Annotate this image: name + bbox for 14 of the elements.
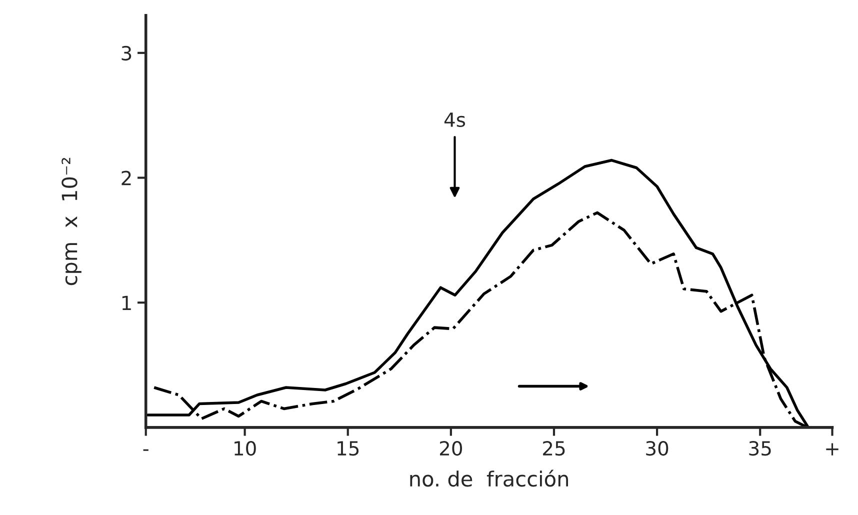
y-axis-title: cpm x 10⁻² (62, 158, 82, 286)
annotation: 4s (444, 112, 466, 128)
x-tick-label: + (826, 443, 838, 456)
y-tick-label: 1 (122, 296, 131, 310)
x-tick-label: 20 (440, 440, 462, 456)
x-tick-label: 15 (338, 441, 359, 456)
x-tick-label: 25 (543, 440, 565, 456)
y-tick-label: 2 (122, 170, 131, 186)
x-tick-label: 35 (749, 440, 771, 456)
x-tick-label: 10 (234, 440, 256, 456)
x-tick-label: 30 (646, 440, 668, 456)
x-axis-title: no. de fracción (410, 470, 568, 487)
x-tick-label: - (143, 449, 148, 451)
y-tick-label: 3 (122, 46, 132, 61)
